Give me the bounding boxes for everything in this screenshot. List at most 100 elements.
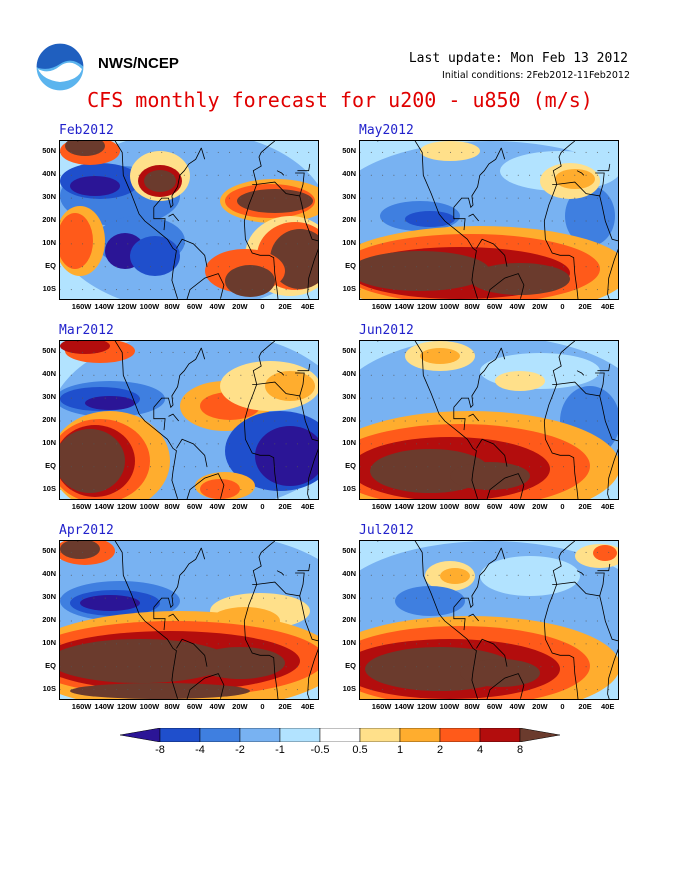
contour-region [60, 639, 230, 683]
y-tick-label: 10N [342, 637, 356, 647]
grid-dot [506, 397, 508, 399]
grid-dot [370, 151, 372, 153]
grid-dot [138, 489, 140, 491]
grid-dot [483, 351, 485, 353]
grid-dot [495, 266, 497, 268]
coastline [243, 420, 279, 499]
grid-dot [416, 420, 418, 422]
grid-dot [285, 243, 287, 245]
x-tick-label: 100W [439, 702, 460, 711]
grid-dot [517, 243, 519, 245]
grid-dot [551, 643, 553, 645]
grid-dot [229, 574, 231, 576]
grid-dot [517, 643, 519, 645]
coastline [186, 673, 225, 699]
grid-dot [427, 551, 429, 553]
grid-dot [438, 443, 440, 445]
grid-dot [240, 351, 242, 353]
grid-dot [296, 374, 298, 376]
grid-dot [370, 420, 372, 422]
grid-dot [495, 220, 497, 222]
grid-dot [82, 174, 84, 176]
grid-dot [217, 420, 219, 422]
grid-dot [382, 443, 384, 445]
grid-dot [608, 243, 610, 245]
grid-dot [472, 574, 474, 576]
grid-dot [416, 397, 418, 399]
grid-dot [138, 420, 140, 422]
grid-dot [206, 151, 208, 153]
grid-dot [562, 443, 564, 445]
grid-dot [262, 597, 264, 599]
x-tick-label: 120W [417, 502, 437, 511]
grid-dot [551, 443, 553, 445]
grid-dot [138, 243, 140, 245]
grid-dot [449, 220, 451, 222]
grid-dot [370, 689, 372, 691]
grid-dot [382, 597, 384, 599]
grid-dot [149, 489, 151, 491]
grid-dot [393, 220, 395, 222]
grid-dot [360, 420, 361, 422]
x-tick-label: 120W [117, 502, 137, 511]
grid-dot [60, 220, 61, 222]
coastline [543, 184, 558, 222]
grid-dot [483, 466, 485, 468]
grid-dot [217, 597, 219, 599]
grid-dot [93, 551, 95, 553]
grid-dot [506, 551, 508, 553]
grid-dot [483, 574, 485, 576]
grid-dot [393, 397, 395, 399]
grid-dot [438, 420, 440, 422]
grid-dot [427, 620, 429, 622]
grid-dot [60, 551, 61, 553]
grid-dot [296, 174, 298, 176]
grid-dot [461, 220, 463, 222]
grid-dot [404, 666, 406, 668]
grid-dot [517, 420, 519, 422]
grid-dot [116, 643, 118, 645]
grid-dot [229, 620, 231, 622]
grid-dot [517, 266, 519, 268]
coastline [377, 341, 478, 499]
grid-dot [574, 351, 576, 353]
grid-dot [461, 489, 463, 491]
grid-dot [104, 374, 106, 376]
grid-dot [296, 689, 298, 691]
coastline [153, 547, 202, 609]
grid-dot [360, 374, 361, 376]
grid-dot [495, 597, 497, 599]
grid-dot [517, 620, 519, 622]
colorbar-swatch [519, 728, 560, 742]
grid-dot [93, 666, 95, 668]
y-tick-label: EQ [345, 260, 356, 270]
grid-dot [438, 551, 440, 553]
grid-dot [416, 266, 418, 268]
grid-dot [562, 243, 564, 245]
grid-dot [285, 374, 287, 376]
y-tick-label: EQ [345, 460, 356, 470]
grid-dot [93, 351, 95, 353]
grid-dot [251, 643, 253, 645]
panel-title: Apr2012 [59, 523, 114, 538]
grid-dot [506, 289, 508, 291]
contour-region [144, 170, 176, 192]
grid-dot [116, 197, 118, 199]
x-tick-label: 100W [139, 302, 160, 311]
grid-dot [138, 597, 140, 599]
grid-dot [285, 174, 287, 176]
grid-dot [427, 374, 429, 376]
grid-dot [529, 574, 531, 576]
colorbar-swatch [479, 728, 521, 742]
grid-dot [438, 597, 440, 599]
grid-dot [308, 289, 310, 291]
grid-dot [404, 220, 406, 222]
grid-dot [472, 443, 474, 445]
contour-region [237, 189, 313, 213]
grid-dot [93, 174, 95, 176]
grid-dot [161, 620, 163, 622]
grid-dot [285, 489, 287, 491]
grid-dot [308, 466, 310, 468]
grid-dot [127, 666, 129, 668]
grid-dot [172, 466, 174, 468]
